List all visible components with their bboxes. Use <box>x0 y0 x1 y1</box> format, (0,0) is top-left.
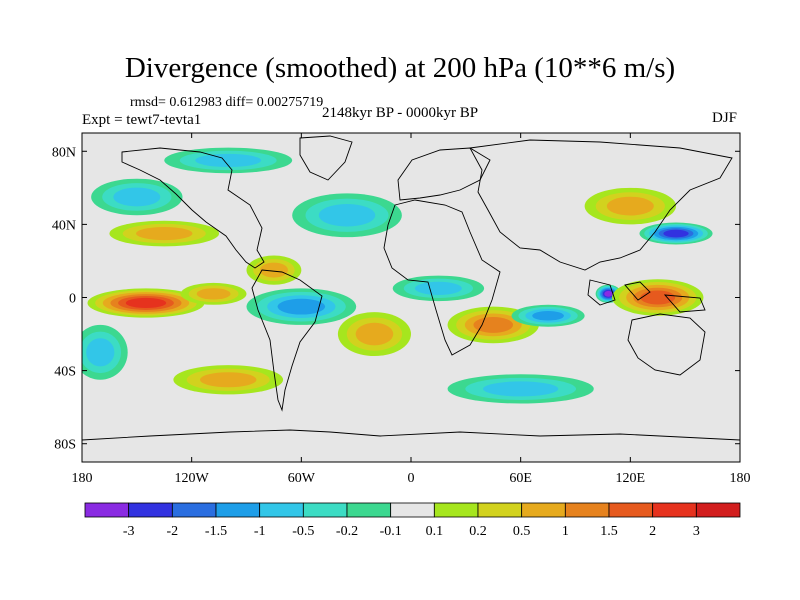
feature-west-pacific-divergence <box>612 279 704 316</box>
coastline-layer <box>82 135 740 441</box>
feature-caribbean-positive <box>246 255 302 285</box>
contour-band <box>414 281 462 295</box>
colorbar-label: 0.1 <box>426 524 444 539</box>
feature-southern-ocean-positive <box>173 365 284 395</box>
coastline-antarctica <box>82 429 740 441</box>
x-tick-label: 60E <box>509 471 532 486</box>
colorbar-label: -1.5 <box>205 524 227 539</box>
feature-north-atlantic-negative <box>292 193 402 238</box>
y-tick-label: 80N <box>52 145 76 160</box>
colorbar-label: -1 <box>254 524 266 539</box>
colorbar-swatch <box>84 502 130 518</box>
season-label: DJF <box>712 110 738 126</box>
contour-band <box>355 322 394 346</box>
feature-southern-ocean-negative <box>447 374 594 404</box>
colorbar-swatch <box>695 502 741 518</box>
contour-band <box>259 262 289 278</box>
colorbar-label: -3 <box>123 524 135 539</box>
colorbar-swatch <box>521 502 566 518</box>
contour-band <box>125 297 167 309</box>
colorbar-label: -0.5 <box>292 524 314 539</box>
coastline-south-america <box>251 269 323 412</box>
x-tick-label: 0 <box>408 471 415 486</box>
y-tick-label: 80S <box>54 438 76 453</box>
contour-band <box>277 298 326 315</box>
contour-band <box>604 290 613 297</box>
colorbar-label: 1.5 <box>600 524 618 539</box>
colorbar-swatch <box>564 502 610 518</box>
x-tick-label: 180 <box>730 471 751 486</box>
colorbar-label: 0.2 <box>469 524 487 539</box>
colorbar-swatch <box>608 502 654 518</box>
colorbar-swatch <box>433 502 479 518</box>
y-tick-label: 40N <box>52 218 76 233</box>
feature-south-atlantic-positive <box>337 312 412 356</box>
chart-title: Divergence (smoothed) at 200 hPa (10**6 … <box>124 52 676 84</box>
contour-band <box>113 187 161 207</box>
feature-north-pacific-negative <box>91 178 183 216</box>
feature-central-pacific-divergence <box>87 288 205 318</box>
contour-band <box>532 311 564 321</box>
coastline-australia <box>627 313 706 376</box>
feature-asia-positive <box>584 187 677 225</box>
colorbar-label: 1 <box>562 524 569 539</box>
feature-north-pacific-positive <box>109 220 220 247</box>
contour-band <box>640 290 676 305</box>
feature-east-pacific-divergence <box>180 282 247 305</box>
coastline-greenland <box>299 135 353 181</box>
colorbar-swatch <box>302 502 348 518</box>
colorbar: -3 -2 -1.5 -1 -0.5 -0.2 -0.1 0.1 0.2 0.5 1 1.5 2 3 <box>84 502 741 539</box>
contour-fill-layer <box>82 147 713 404</box>
contour-band <box>318 203 376 227</box>
y-axis: 80N 40N 0 40S 80S <box>52 145 740 453</box>
feature-indian-ocean-negative <box>511 304 585 327</box>
experiment-label: Expt = tewt7-tevta1 <box>82 112 202 128</box>
colorbar-swatch <box>652 502 697 518</box>
contour-band <box>195 153 262 167</box>
colorbar-swatch <box>346 502 392 518</box>
contour-band <box>483 381 559 397</box>
feature-arctic-negative <box>164 147 293 174</box>
x-tick-label: 180 <box>72 471 93 486</box>
colorbar-swatch <box>390 502 435 518</box>
coastline-asia <box>469 139 733 271</box>
coastline-africa <box>383 199 501 356</box>
contour-band <box>196 288 231 300</box>
coastline-maritime <box>587 279 706 313</box>
contour-band <box>86 338 115 367</box>
x-tick-label: 60W <box>288 471 316 486</box>
contour-band <box>200 372 257 388</box>
feature-subtropical-jet-negative <box>639 222 713 245</box>
stats-label: rmsd= 0.612983 diff= 0.00275719 <box>130 95 324 110</box>
colorbar-label: 3 <box>693 524 700 539</box>
colorbar-swatch <box>215 502 261 518</box>
contour-band <box>663 229 689 238</box>
feature-south-pacific-negative <box>82 324 128 380</box>
colorbar-label: -2 <box>166 524 178 539</box>
colorbar-label: -0.1 <box>380 524 402 539</box>
feature-tropical-atlantic-negative <box>246 288 357 325</box>
period-label: 2148kyr BP - 0000kyr BP <box>322 105 479 121</box>
coastline-europe <box>397 147 491 201</box>
coastline-north-america <box>121 147 265 269</box>
x-tick-label: 120E <box>616 471 646 486</box>
contour-band <box>136 226 193 241</box>
colorbar-swatch <box>128 502 173 518</box>
x-axis: 180 120W 60W 0 60E 120E 180 <box>72 133 751 486</box>
colorbar-swatch <box>477 502 523 518</box>
y-tick-label: 0 <box>69 292 76 307</box>
colorbar-swatch <box>171 502 217 518</box>
contour-band <box>473 316 514 333</box>
feature-africa-negative <box>392 275 485 302</box>
colorbar-label: 2 <box>649 524 656 539</box>
colorbar-label: 0.5 <box>513 524 531 539</box>
colorbar-label: -0.2 <box>336 524 358 539</box>
contour-band <box>606 196 654 216</box>
x-tick-label: 120W <box>175 471 210 486</box>
y-tick-label: 40S <box>54 365 76 380</box>
colorbar-swatch <box>259 502 304 518</box>
